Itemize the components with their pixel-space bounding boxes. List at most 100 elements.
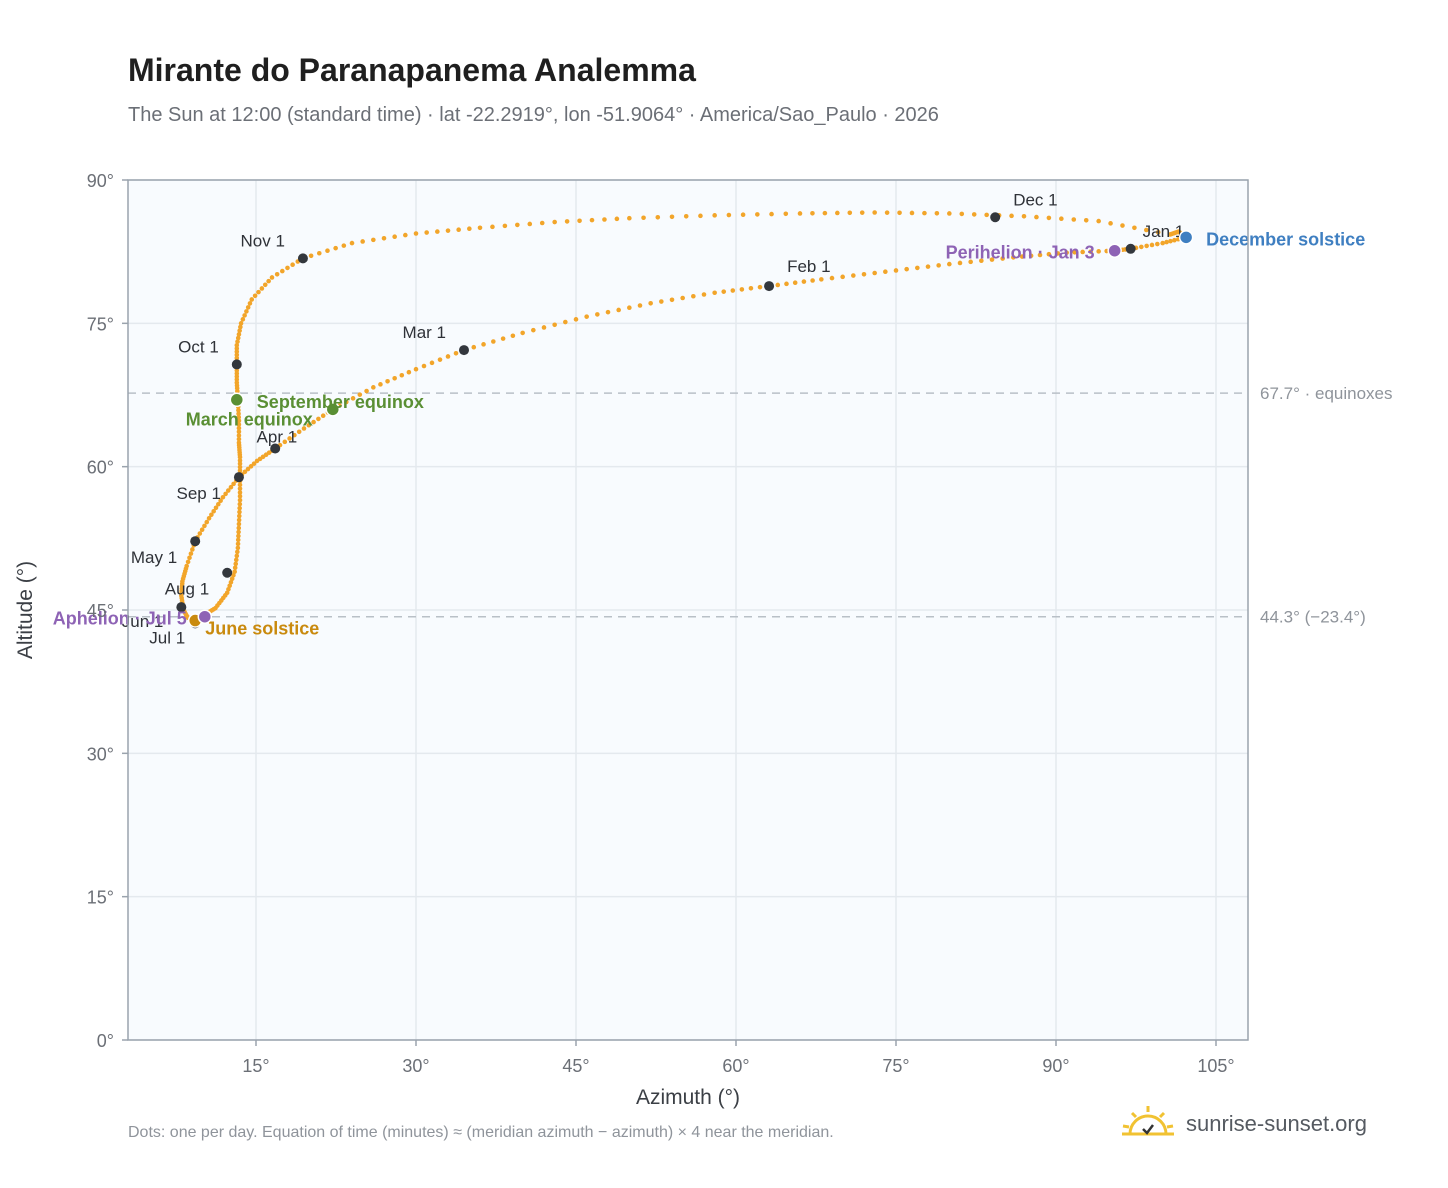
daily-dot [403,232,408,238]
daily-dot [226,586,231,592]
daily-dot [1034,214,1039,220]
daily-dot [308,253,314,259]
month-marker [459,345,469,356]
daily-dot [712,290,717,296]
daily-dot [1009,213,1014,219]
daily-dot [228,579,234,585]
x-tick-label: 45° [562,1056,589,1076]
daily-dot [269,275,275,280]
daily-dot [641,215,646,221]
reference-line-label: 44.3° (−23.4°) [1260,608,1366,627]
event-marker [229,392,245,408]
x-tick-label: 90° [1042,1056,1069,1076]
reference-lines: 67.7° · equinoxes 44.3° (−23.4°) [128,384,1393,627]
daily-dot [909,210,915,216]
daily-dot [209,512,214,518]
daily-dot [199,527,205,533]
daily-dot [220,494,226,500]
daily-dot [968,259,973,265]
daily-dot [185,559,191,565]
daily-dot [242,313,247,318]
daily-dot [236,533,241,539]
daily-dot [251,461,257,466]
daily-dot [274,271,280,277]
daily-dot [564,219,570,224]
daily-dot [1096,249,1101,254]
month-marker [1125,243,1136,254]
daily-dot [680,295,685,301]
daily-dot [721,289,727,294]
daily-dot [235,335,241,341]
month-marker-label: Oct 1 [178,337,219,356]
daily-dot [859,210,865,215]
daily-dot [188,551,194,556]
daily-dot [893,268,899,273]
daily-dot [236,411,241,417]
month-marker [297,253,308,264]
brand[interactable]: sunrise-sunset.org [1120,1100,1367,1148]
daily-dot [211,508,216,514]
daily-dot [218,498,223,504]
month-marker-label: Apr 1 [257,428,298,447]
daily-dot [500,336,506,341]
month-marker-label: Jun 1 [122,612,164,631]
daily-dot [306,422,312,428]
month-marker [270,443,281,454]
daily-dot [316,250,322,256]
daily-dot [1046,215,1052,221]
daily-dot [840,274,845,280]
month-marker-label: Sep 1 [176,484,220,503]
chart-subtitle: The Sun at 12:00 (standard time) · lat -… [128,104,939,126]
daily-dot [884,210,890,215]
daily-dot [248,464,254,469]
daily-dot [1144,227,1149,233]
daily-dot [234,346,240,351]
daily-dot [541,325,547,330]
daily-dot [242,469,248,475]
daily-dot [861,271,867,277]
y-tick-label: 15° [87,888,114,908]
footnote: Dots: one per day. Equation of time (min… [128,1124,834,1141]
daily-dot [1059,216,1064,221]
event-label: March equinox [186,409,313,429]
daily-dot [232,565,238,571]
daily-dot [527,221,533,227]
daily-dot [292,432,297,438]
daily-dot [234,349,240,354]
daily-dot [1088,249,1093,254]
daily-dot [429,360,435,366]
event-marker [1178,230,1194,245]
daily-dot [552,322,557,328]
daily-dot [237,482,243,488]
month-marker [231,359,242,370]
daily-dot [467,226,472,232]
daily-dot [584,314,589,319]
daily-dot [1149,242,1155,248]
month-marker-label: Jul 1 [149,628,185,647]
daily-dot [235,339,240,344]
daily-dot [605,309,611,315]
daily-dot [1164,239,1169,245]
daily-dot [392,375,397,381]
daily-dot [1055,251,1061,256]
daily-dot [757,284,763,290]
daily-dot [225,488,231,493]
daily-dot [229,576,235,582]
daily-dot [1160,240,1165,246]
daily-dot [1155,229,1161,235]
daily-dot [502,223,508,229]
event-label: September equinox [257,392,424,412]
month-marker-label: Dec 1 [1013,190,1057,209]
daily-dot [371,237,376,243]
y-axis-ticks: 0° 15° 30° 45° 60° 75° 90° [87,171,128,1051]
brand-name: sunrise-sunset.org [1186,1111,1367,1136]
daily-dot [784,281,789,287]
month-marker [190,536,201,547]
daily-dot [847,210,853,216]
daily-dot [1169,231,1174,237]
daily-dot [637,303,643,308]
daily-dot [445,354,451,359]
daily-dot [234,343,240,348]
daily-dot [385,379,390,384]
